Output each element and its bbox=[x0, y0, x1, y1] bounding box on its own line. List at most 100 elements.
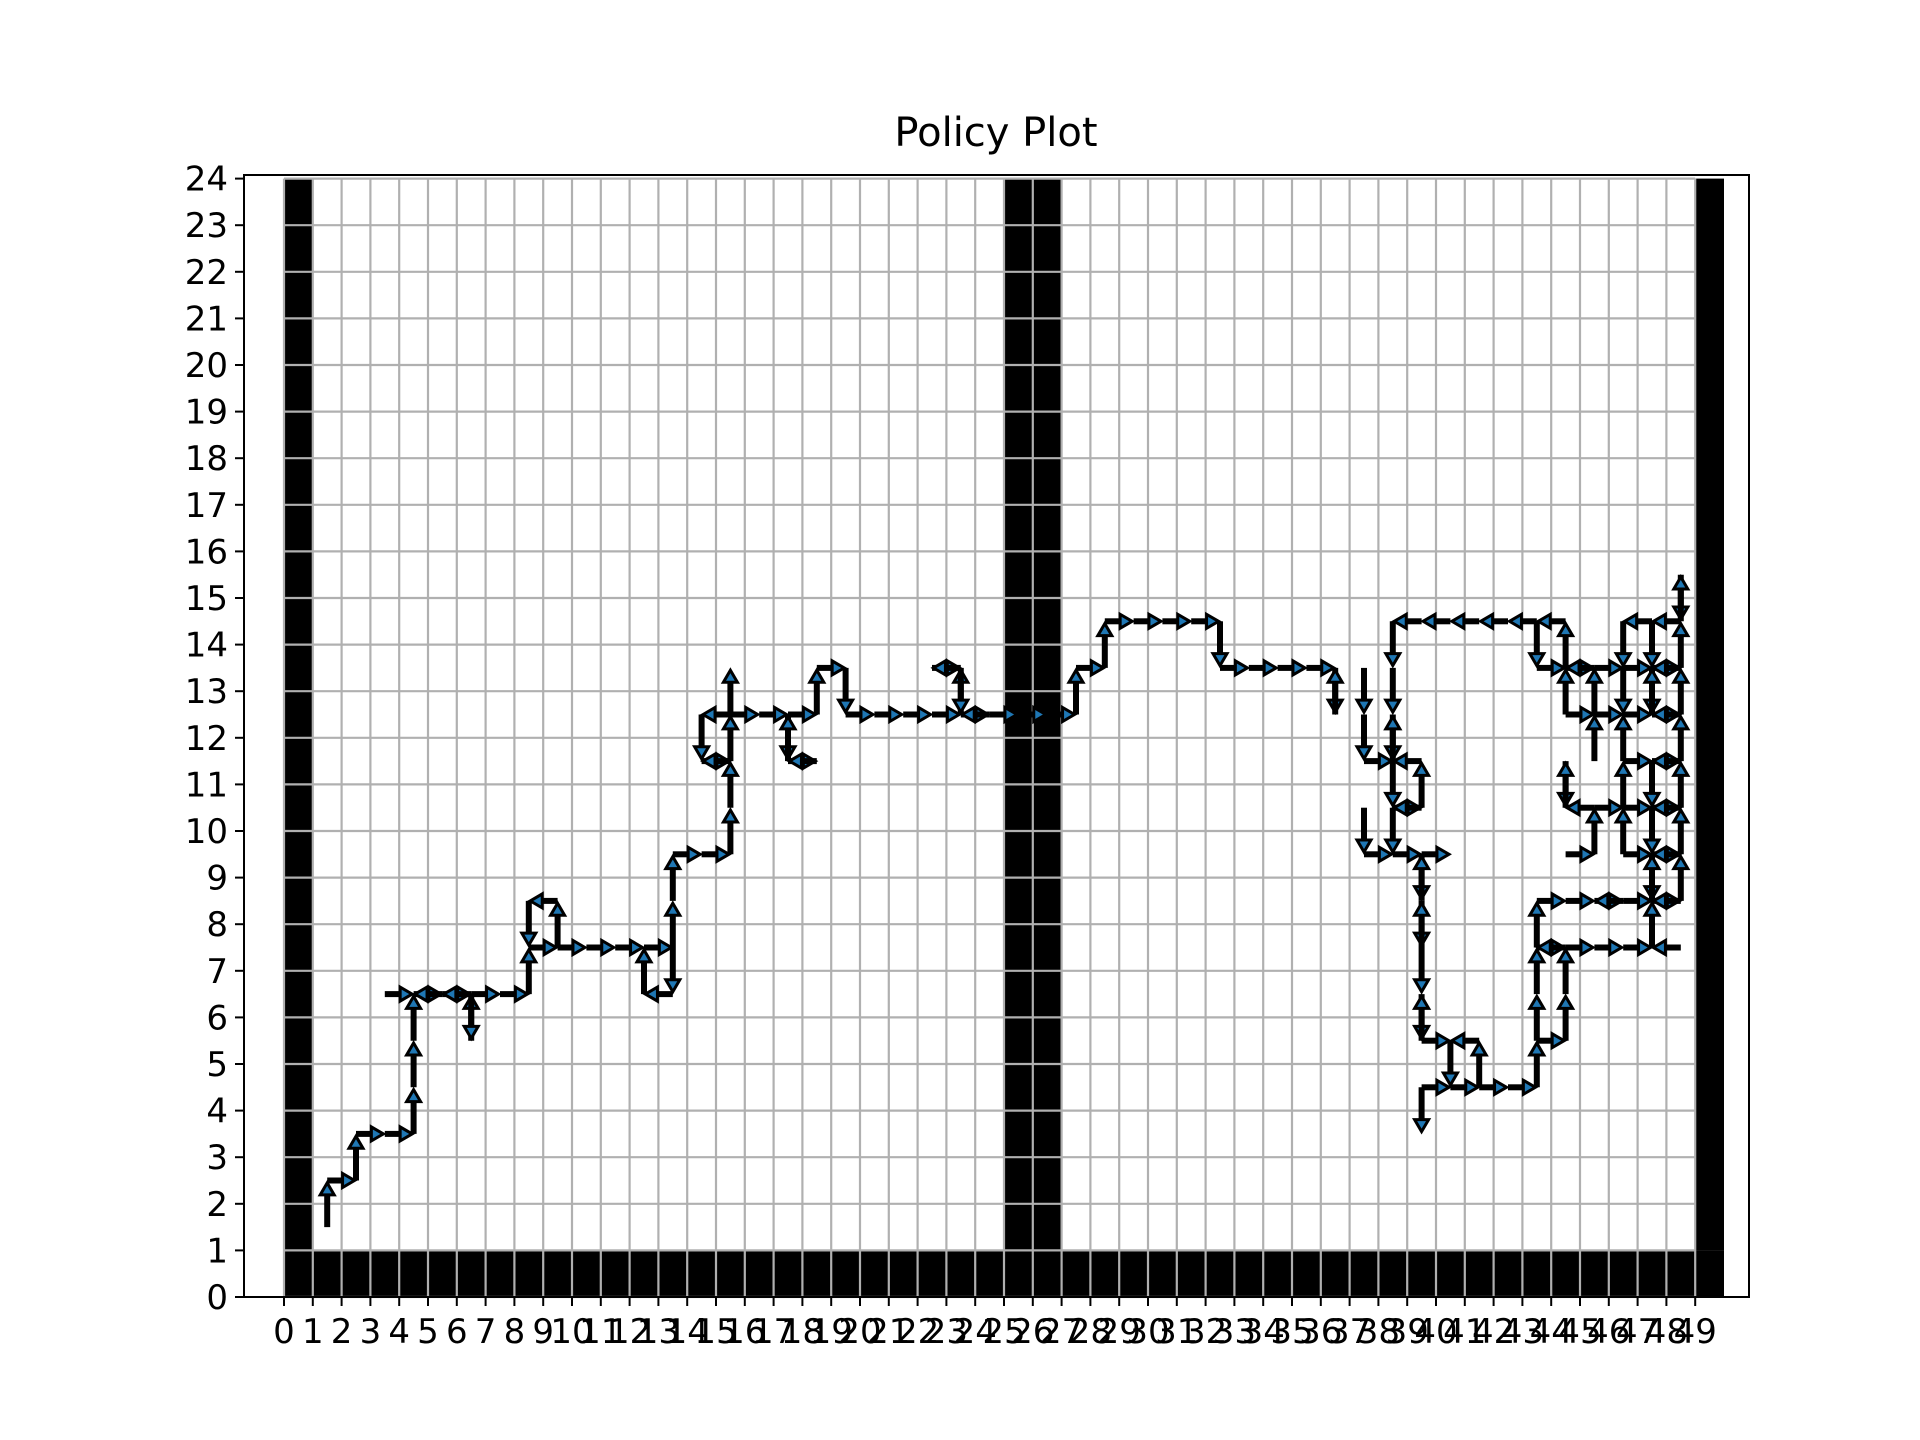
policy-arrow-head bbox=[700, 704, 717, 725]
policy-arrow-down bbox=[1411, 947, 1432, 995]
policy-arrow-head bbox=[634, 946, 654, 964]
policy-arrow-head bbox=[1608, 704, 1625, 725]
policy-arrow-left bbox=[1650, 844, 1681, 864]
policy-arrow-head bbox=[642, 984, 659, 1004]
policy-arrow-head bbox=[830, 658, 848, 678]
x-tick-label-3: 3 bbox=[360, 1312, 382, 1352]
x-tick-label-47: 47 bbox=[1616, 1312, 1659, 1352]
policy-arrow-down bbox=[1383, 807, 1403, 855]
policy-arrow-up bbox=[1613, 807, 1633, 855]
policy-arrow-left bbox=[959, 704, 990, 725]
policy-arrow-head bbox=[527, 891, 544, 911]
policy-arrow-up bbox=[403, 993, 424, 1041]
x-tick-label-0: 0 bbox=[273, 1312, 295, 1352]
policy-arrow-right bbox=[1623, 844, 1654, 864]
policy-arrow-right bbox=[1623, 704, 1654, 725]
policy-arrow-head bbox=[720, 807, 741, 824]
policy-arrow-up bbox=[807, 667, 827, 715]
policy-arrow-right bbox=[932, 704, 963, 725]
policy-arrow-head bbox=[1003, 704, 1020, 725]
policy-arrow-head bbox=[1527, 652, 1547, 669]
x-tick-label-13: 13 bbox=[637, 1312, 680, 1352]
policy-arrow-up bbox=[346, 1133, 366, 1181]
policy-arrow-head bbox=[930, 658, 947, 678]
policy-arrow-down bbox=[1383, 621, 1403, 669]
policy-arrow-up bbox=[403, 1040, 424, 1088]
policy-arrow-head bbox=[1377, 751, 1395, 771]
y-tick-label-12: 12 bbox=[185, 719, 228, 759]
policy-arrow-right bbox=[1565, 844, 1596, 864]
policy-arrow-head bbox=[1464, 1077, 1481, 1097]
policy-arrow-head bbox=[1550, 891, 1568, 911]
policy-arrow-head bbox=[1642, 652, 1662, 669]
x-tick-label-48: 48 bbox=[1645, 1312, 1688, 1352]
policy-arrow-head bbox=[1637, 844, 1654, 864]
policy-arrow-head bbox=[715, 844, 732, 864]
policy-arrow-head bbox=[1066, 667, 1086, 684]
policy-arrow-head bbox=[1650, 891, 1667, 911]
policy-arrow-head bbox=[959, 704, 976, 725]
policy-arrow-head bbox=[663, 853, 683, 871]
policy-arrow-down bbox=[1383, 761, 1403, 809]
policy-arrow-head bbox=[519, 946, 539, 964]
policy-arrow-left bbox=[1650, 704, 1681, 725]
policy-arrow-right bbox=[1623, 891, 1654, 911]
policy-arrow-head bbox=[1325, 667, 1345, 684]
policy-arrow-up bbox=[1642, 900, 1662, 948]
policy-arrow-left bbox=[1535, 611, 1566, 631]
policy-arrow-up bbox=[403, 1086, 424, 1134]
y-tick-label-2: 2 bbox=[206, 1185, 228, 1225]
x-tick-label-44: 44 bbox=[1530, 1312, 1573, 1352]
policy-arrow-head bbox=[398, 1124, 416, 1144]
policy-arrow-right bbox=[1104, 611, 1136, 631]
policy-arrow-head bbox=[1176, 611, 1193, 631]
policy-arrow-head bbox=[1205, 611, 1222, 631]
policy-arrow-down bbox=[1613, 621, 1633, 669]
policy-arrow-left bbox=[1650, 798, 1681, 818]
policy-arrow-right bbox=[615, 937, 646, 958]
policy-arrow-left bbox=[700, 704, 731, 725]
policy-arrow-up bbox=[1642, 667, 1662, 715]
policy-arrow-head bbox=[1650, 798, 1667, 818]
policy-arrow-head bbox=[888, 704, 905, 725]
policy-arrow-head bbox=[786, 751, 803, 771]
policy-arrow-head bbox=[720, 713, 741, 731]
policy-arrow-right bbox=[1220, 658, 1251, 678]
policy-arrow-right bbox=[903, 704, 934, 725]
x-tick-label-2: 2 bbox=[331, 1312, 353, 1352]
policy-arrow-right bbox=[1536, 658, 1568, 678]
policy-arrow-up bbox=[1671, 713, 1691, 762]
policy-arrow-head bbox=[1642, 838, 1662, 855]
policy-arrow-right bbox=[500, 984, 531, 1004]
x-tick-label-18: 18 bbox=[781, 1312, 824, 1352]
policy-arrow-head bbox=[859, 704, 876, 725]
policy-arrow-head bbox=[773, 704, 790, 725]
policy-arrow-head bbox=[600, 937, 617, 958]
policy-arrow-head bbox=[1550, 658, 1568, 678]
x-tick-label-41: 41 bbox=[1443, 1312, 1486, 1352]
policy-arrow-head bbox=[1642, 791, 1662, 809]
policy-arrow-right bbox=[1536, 1031, 1568, 1051]
policy-arrow-down bbox=[1354, 807, 1374, 855]
policy-arrow-head bbox=[1613, 713, 1633, 731]
policy-arrow-head bbox=[945, 704, 963, 725]
x-tick-label-35: 35 bbox=[1270, 1312, 1313, 1352]
policy-arrow-down bbox=[1613, 667, 1633, 716]
policy-arrow-head bbox=[1354, 838, 1374, 855]
policy-arrow-head bbox=[1391, 751, 1408, 771]
policy-arrow-right bbox=[1364, 844, 1395, 864]
policy-arrow-up bbox=[1555, 667, 1576, 715]
policy-arrow-head bbox=[720, 667, 741, 684]
y-tick-label-8: 8 bbox=[206, 905, 228, 945]
y-tick-label-14: 14 bbox=[185, 626, 228, 666]
policy-arrow-head bbox=[1671, 853, 1691, 871]
policy-arrow-left bbox=[642, 984, 673, 1004]
policy-arrow-head bbox=[1411, 760, 1432, 777]
policy-arrow-head bbox=[547, 900, 568, 917]
policy-arrow-head bbox=[1584, 807, 1605, 824]
axes-frame bbox=[243, 174, 1750, 1298]
policy-arrow-head bbox=[1637, 798, 1654, 818]
policy-arrow-left bbox=[1535, 937, 1566, 958]
x-tick-label-27: 27 bbox=[1040, 1312, 1083, 1352]
